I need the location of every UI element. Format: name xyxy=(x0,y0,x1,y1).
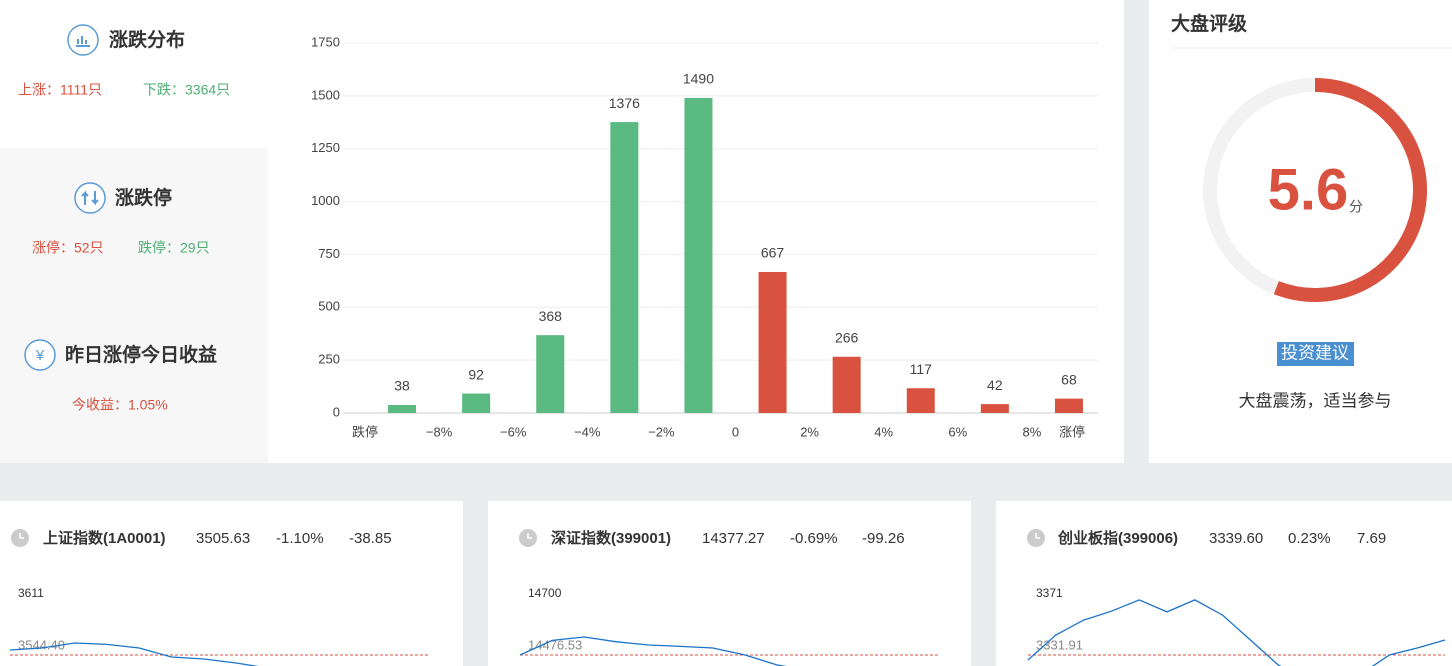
advice: 大盘震荡，适当参与 xyxy=(1239,391,1392,410)
icon xyxy=(74,182,106,214)
index-name: 深证指数(399001) xyxy=(551,529,671,547)
y-tick-label: 1500 xyxy=(311,87,340,102)
y-tick-label: 750 xyxy=(318,246,340,261)
y-top-label: 14700 xyxy=(528,586,562,600)
section-title: 昨日涨停今日收益 xyxy=(65,343,217,366)
score-unit: 分 xyxy=(1349,199,1363,215)
index-price: 3505.63 xyxy=(196,530,250,547)
bar xyxy=(684,97,713,413)
section-title: 涨跌停 xyxy=(115,186,172,209)
index-change: -38.85 xyxy=(349,530,392,547)
index-change: -99.26 xyxy=(862,530,905,547)
value-label: 1490 xyxy=(683,71,714,87)
index-change: 7.69 xyxy=(1357,530,1386,547)
icon xyxy=(24,339,56,371)
value-label: 38 xyxy=(394,378,410,394)
down-count: 下跌：3364只 xyxy=(143,82,230,98)
value-label: 1376 xyxy=(609,95,640,111)
limit-up: 涨停：52只 xyxy=(32,240,104,256)
x-tick-label: −8% xyxy=(426,424,453,439)
index-pct: 0.23% xyxy=(1288,530,1331,547)
x-tick-label: 2% xyxy=(800,424,819,439)
y-tick-label: 1750 xyxy=(311,34,340,49)
y-top-label: 3371 xyxy=(1036,586,1063,600)
profit: 今收益：1.05% xyxy=(72,397,168,413)
x-tick-label: −4% xyxy=(574,424,601,439)
y-top-label: 3611 xyxy=(18,586,44,600)
rating-card xyxy=(1149,0,1452,463)
advice-button-label[interactable]: 投资建议 xyxy=(1281,343,1349,362)
base-label: 14476.53 xyxy=(528,637,582,652)
value-label: 368 xyxy=(539,308,563,324)
advice-button[interactable] xyxy=(1277,342,1354,366)
bar xyxy=(1054,398,1083,413)
up-count: 上涨：1111只 xyxy=(18,82,102,98)
bar xyxy=(758,271,787,413)
value-label: 92 xyxy=(468,366,484,382)
x-tick-label: 6% xyxy=(948,424,967,439)
y-tick-label: 1000 xyxy=(311,193,340,208)
y-tick-label: 250 xyxy=(318,352,340,367)
score: 5.6 xyxy=(1268,157,1349,222)
index-line xyxy=(519,636,788,666)
gauge-arc xyxy=(1273,78,1427,302)
section-title: 涨跌分布 xyxy=(109,28,185,51)
y-tick-label: 1250 xyxy=(311,140,340,155)
x-tick-label: 8% xyxy=(1023,424,1042,439)
bar xyxy=(906,388,935,413)
rating-title: 大盘评级 xyxy=(1171,12,1247,35)
value-label: 117 xyxy=(910,361,933,377)
x-tick-label: −2% xyxy=(648,424,675,439)
icon xyxy=(81,190,99,206)
side-panel xyxy=(0,148,268,463)
clock-icon xyxy=(1035,533,1040,539)
index-price: 14377.27 xyxy=(702,530,765,547)
bar xyxy=(832,356,861,413)
bar xyxy=(388,404,417,413)
bar xyxy=(536,335,565,413)
bar xyxy=(462,393,491,413)
clock-icon xyxy=(527,533,532,539)
icon: ¥ xyxy=(35,347,45,364)
value-label: 68 xyxy=(1061,371,1077,387)
y-tick-label: 0 xyxy=(333,404,340,419)
y-tick-label: 500 xyxy=(318,299,340,314)
index-price: 3339.60 xyxy=(1209,530,1263,547)
value-label: 42 xyxy=(987,377,1003,393)
value-label: 266 xyxy=(835,329,859,345)
base-label: 3331.91 xyxy=(1036,637,1083,652)
x-tick-label: 4% xyxy=(874,424,893,439)
x-tick-label: 跌停 xyxy=(352,424,378,439)
index-name: 创业板指(399006) xyxy=(1057,529,1178,547)
x-tick-label: −6% xyxy=(500,424,527,439)
bar xyxy=(980,404,1009,413)
value-label: 667 xyxy=(761,245,785,261)
index-line xyxy=(1027,599,1446,666)
index-card xyxy=(0,501,463,666)
x-tick-label: 涨停 xyxy=(1059,424,1085,439)
clock-icon xyxy=(19,533,24,539)
bar xyxy=(610,122,639,414)
icon xyxy=(76,36,90,47)
x-tick-label: 0 xyxy=(732,424,739,439)
index-card xyxy=(996,501,1452,666)
index-line xyxy=(9,642,259,666)
index-name: 上证指数(1A0001) xyxy=(43,529,166,547)
index-pct: -0.69% xyxy=(790,530,838,547)
index-pct: -1.10% xyxy=(276,530,324,547)
limit-down: 跌停：29只 xyxy=(138,240,210,256)
